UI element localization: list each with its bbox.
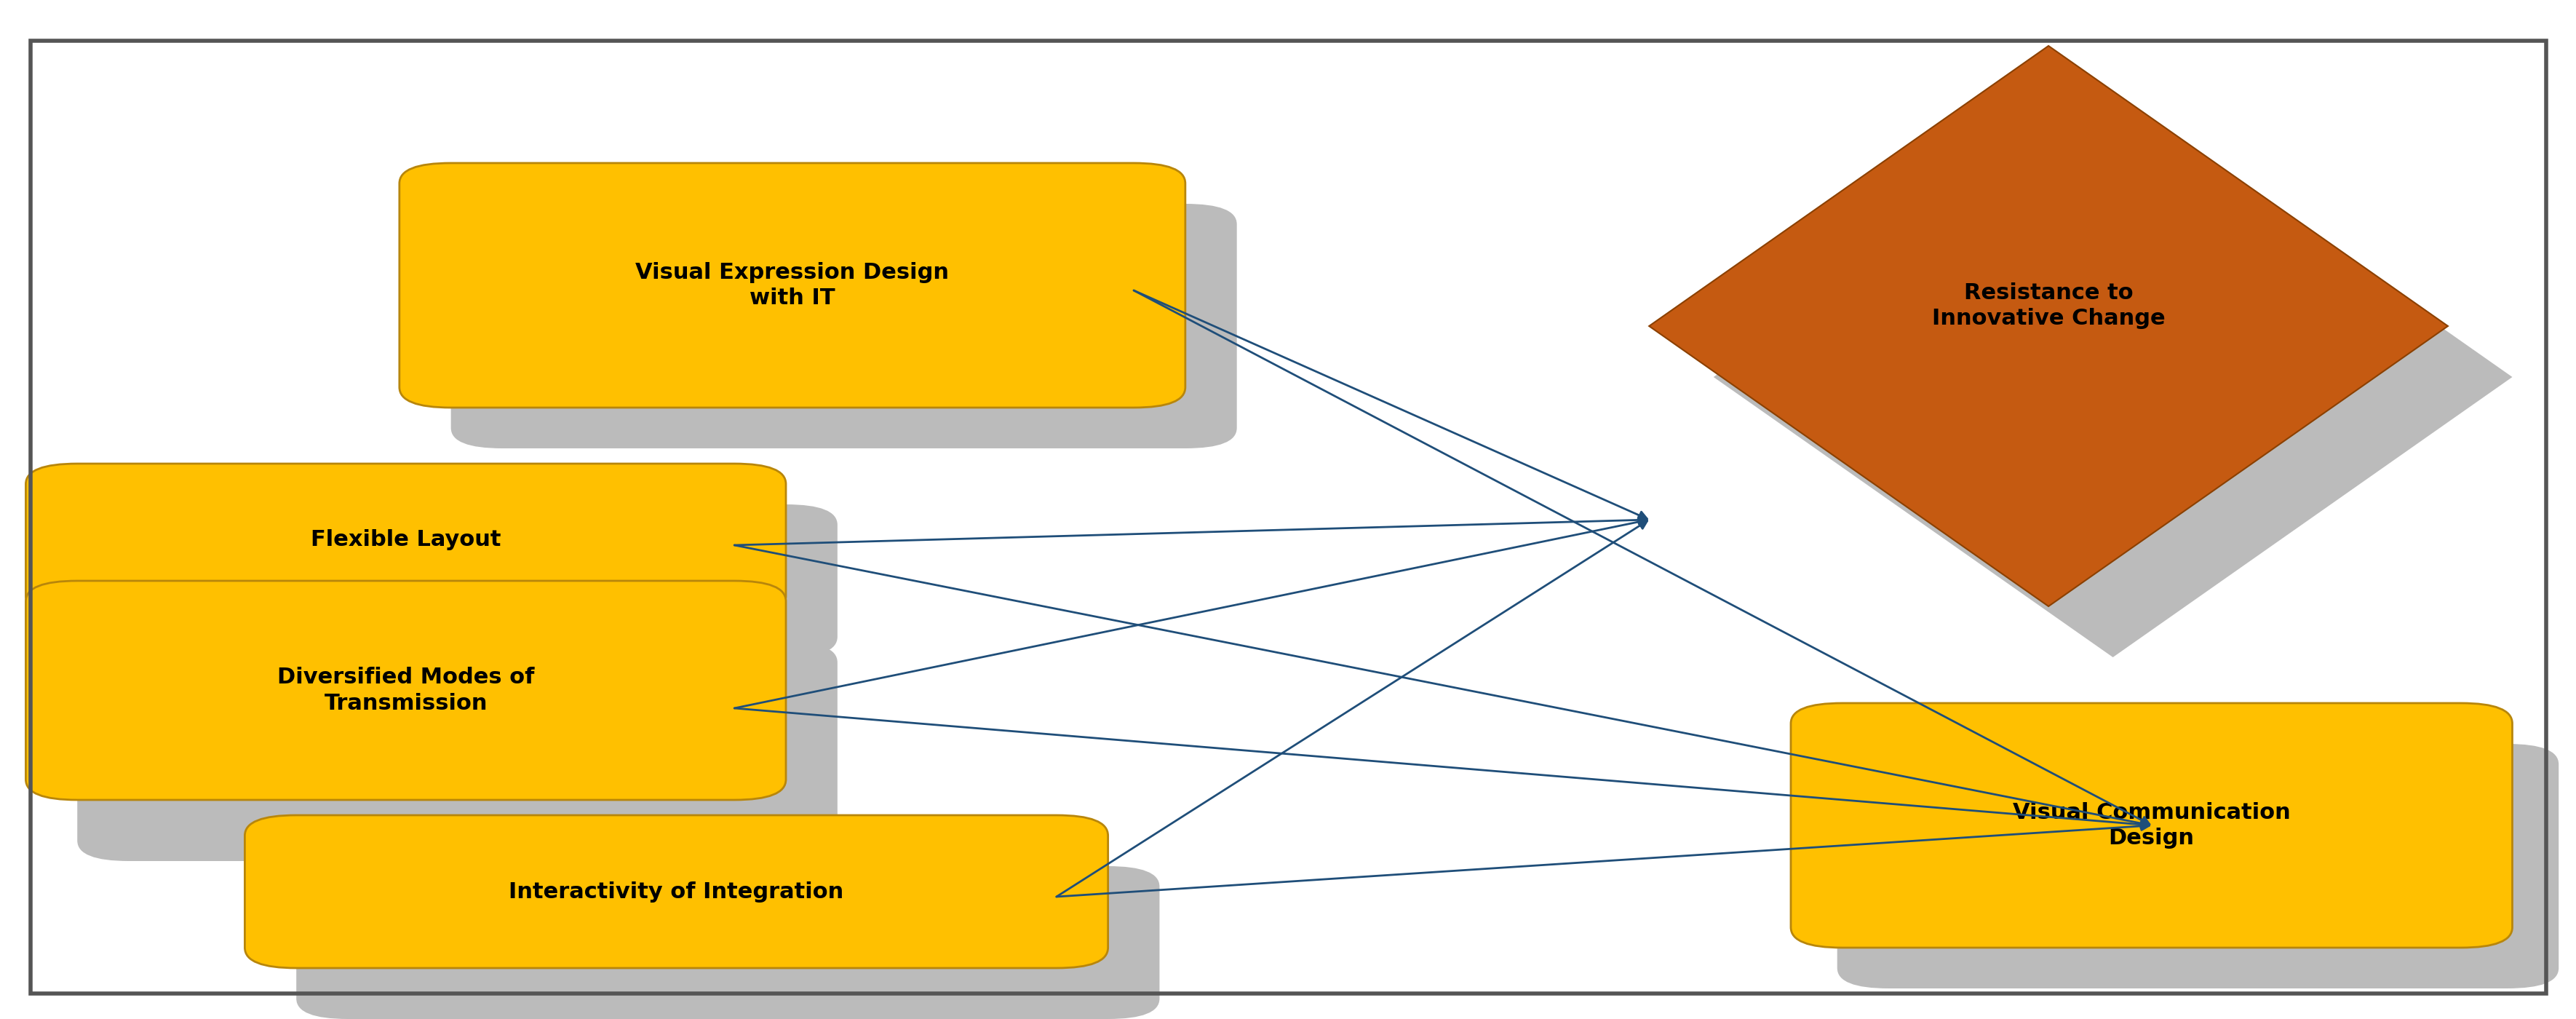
FancyBboxPatch shape — [451, 204, 1236, 448]
FancyBboxPatch shape — [26, 581, 786, 800]
Text: Visual Communication
Design: Visual Communication Design — [2012, 802, 2290, 849]
Text: Resistance to
Innovative Change: Resistance to Innovative Change — [1932, 282, 2164, 329]
Polygon shape — [1713, 97, 2512, 657]
FancyBboxPatch shape — [26, 464, 786, 616]
FancyBboxPatch shape — [245, 815, 1108, 968]
FancyBboxPatch shape — [77, 642, 837, 861]
FancyBboxPatch shape — [296, 866, 1159, 1019]
Text: Interactivity of Integration: Interactivity of Integration — [510, 881, 842, 902]
FancyBboxPatch shape — [1837, 744, 2558, 988]
FancyBboxPatch shape — [1790, 703, 2512, 948]
FancyBboxPatch shape — [399, 163, 1185, 408]
Text: Diversified Modes of
Transmission: Diversified Modes of Transmission — [278, 666, 533, 714]
FancyBboxPatch shape — [77, 504, 837, 657]
Text: Visual Expression Design
with IT: Visual Expression Design with IT — [636, 262, 948, 309]
Text: Flexible Layout: Flexible Layout — [312, 530, 500, 550]
Polygon shape — [1649, 46, 2447, 606]
